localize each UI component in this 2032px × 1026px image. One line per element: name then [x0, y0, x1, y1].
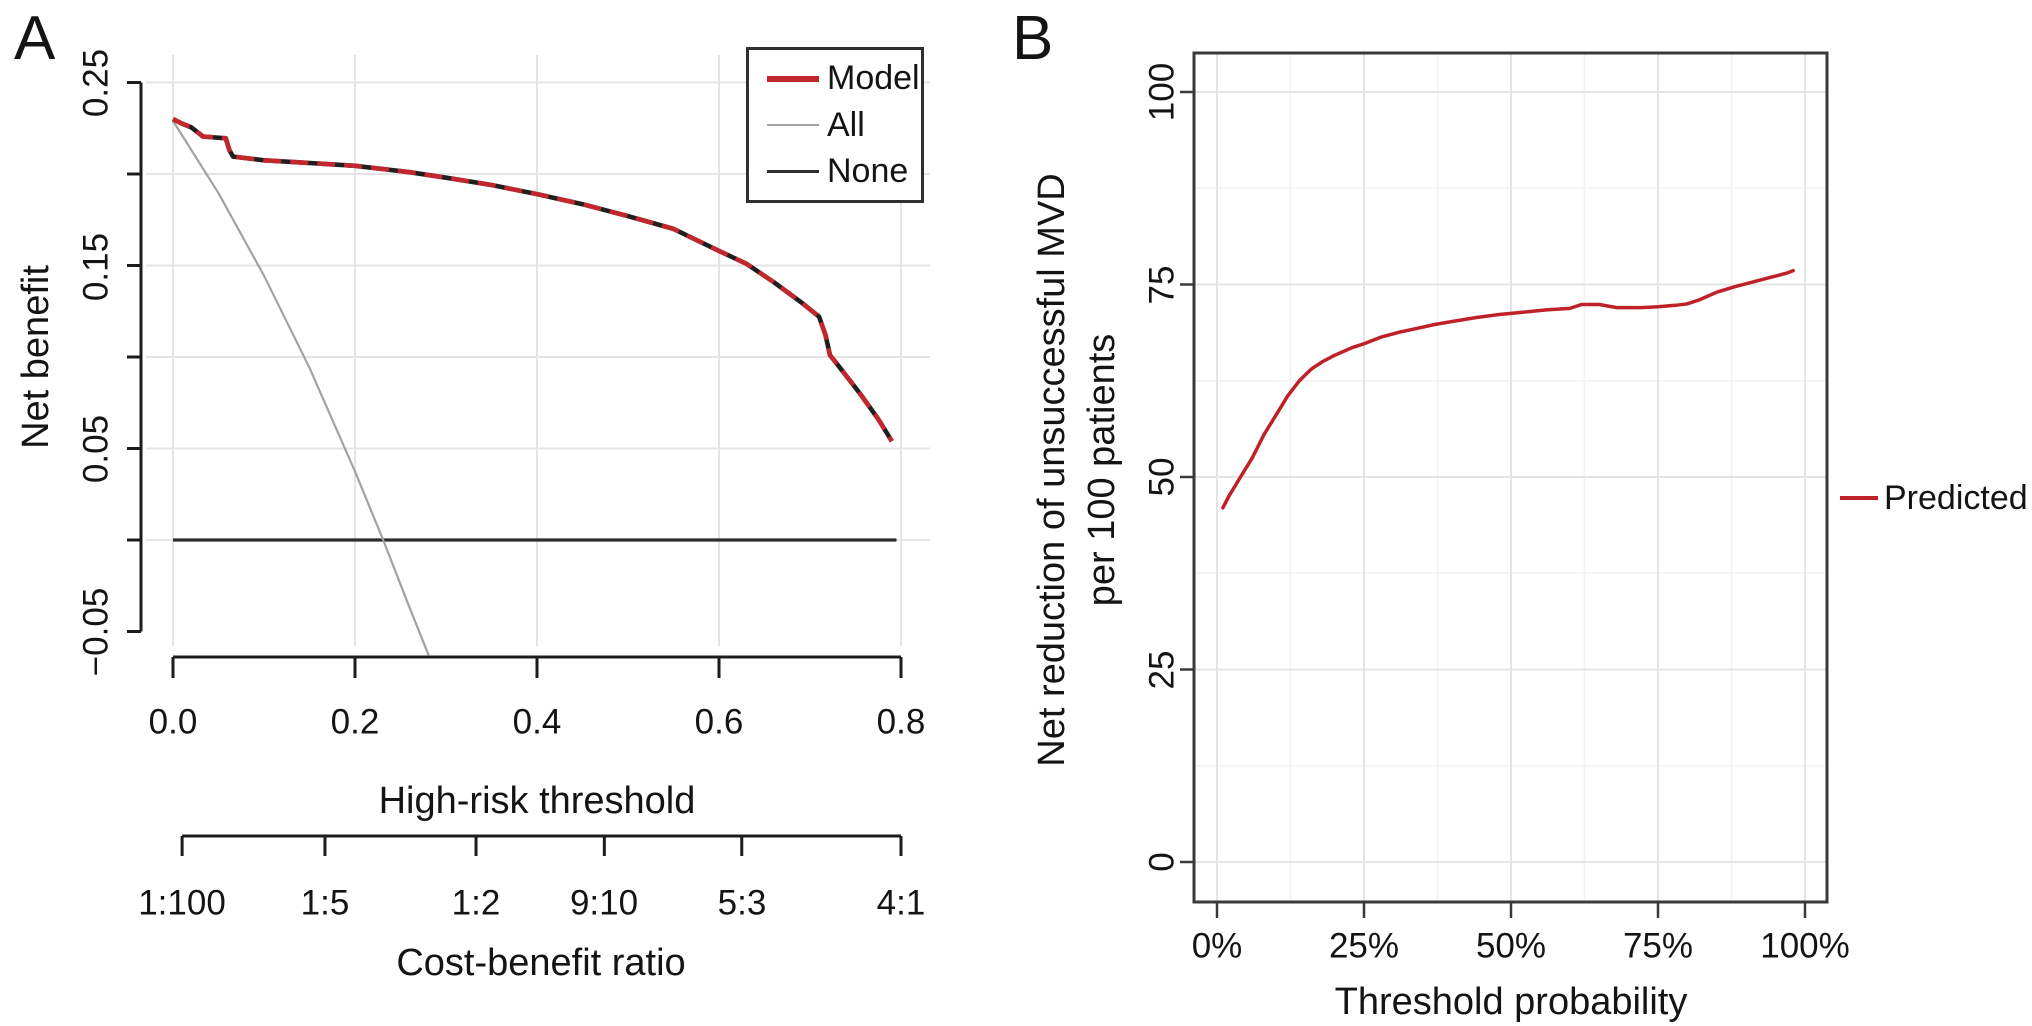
panel-a-x-tick-label: 0.2 — [330, 702, 380, 742]
panel-b-x-tick-label: 75% — [1622, 926, 1694, 966]
panel-b-y-tick-label: 75 — [1142, 265, 1182, 305]
panel-a-y-tick-label: −0.05 — [76, 587, 116, 677]
all-line-sample — [767, 124, 819, 126]
panel-a-x-axis-title: High-risk threshold — [378, 780, 696, 822]
panel-a-legend: Model All None — [746, 47, 924, 203]
panel-a-y-tick-label: 0.15 — [76, 232, 116, 302]
legend-item-all: All — [767, 106, 921, 145]
panel-a-x-tick-label: 0.6 — [694, 702, 744, 742]
legend-item-model: Model — [767, 59, 921, 98]
legend-label-all: All — [827, 105, 865, 144]
panel-b-y-axis-title-line1: Net reduction of unsuccessful MVD — [1031, 173, 1073, 767]
panel-a-cb-tick-label: 4:1 — [876, 883, 926, 923]
panel-a-cb-axis-title: Cost-benefit ratio — [396, 942, 686, 984]
panel-a-letter: A — [14, 4, 56, 73]
legend-label-model: Model — [827, 59, 920, 98]
panel-b-y-axis-title-line2: per 100 patients — [1081, 333, 1123, 607]
panel-a-x-tick-label: 0.8 — [876, 702, 926, 742]
predicted-line-sample — [1840, 496, 1878, 500]
panel-a-cb-tick-label: 1:100 — [138, 883, 226, 923]
panel-a-y-axis-title: Net benefit — [15, 265, 57, 449]
panel-b-y-tick-label: 25 — [1142, 650, 1182, 690]
legend-label-none: None — [827, 151, 909, 190]
legend-label-predicted: Predicted — [1884, 479, 2028, 517]
panel-a-y-tick-label: 0.05 — [76, 414, 116, 484]
panel-b-letter: B — [1012, 4, 1054, 73]
panel-b-x-tick-label: 100% — [1760, 926, 1850, 966]
panel-b-y-tick-label: 50 — [1142, 457, 1182, 497]
panel-a-cb-tick-label: 5:3 — [717, 883, 767, 923]
panel-b-x-axis-title: Threshold probability — [1334, 981, 1688, 1023]
panel-a-y-tick-label: 0.25 — [76, 48, 116, 118]
panel-a-x-tick-label: 0.0 — [148, 702, 198, 742]
panel-b-x-tick-label: 0% — [1191, 926, 1243, 966]
panel-b-x-tick-label: 25% — [1328, 926, 1400, 966]
panel-b-y-tick-label: 100 — [1142, 62, 1182, 122]
panel-a-x-tick-label: 0.4 — [512, 702, 562, 742]
panel-b-y-tick-label: 0 — [1142, 852, 1182, 872]
none-line-sample — [767, 169, 819, 173]
legend-item-none: None — [767, 152, 921, 191]
panel-a-cb-tick-label: 1:5 — [300, 883, 350, 923]
panel-b-x-tick-label: 50% — [1475, 926, 1547, 966]
panel-a-cb-tick-label: 1:2 — [451, 883, 501, 923]
model-line-sample — [767, 75, 819, 82]
panel-a-cb-tick-label: 9:10 — [569, 883, 639, 923]
